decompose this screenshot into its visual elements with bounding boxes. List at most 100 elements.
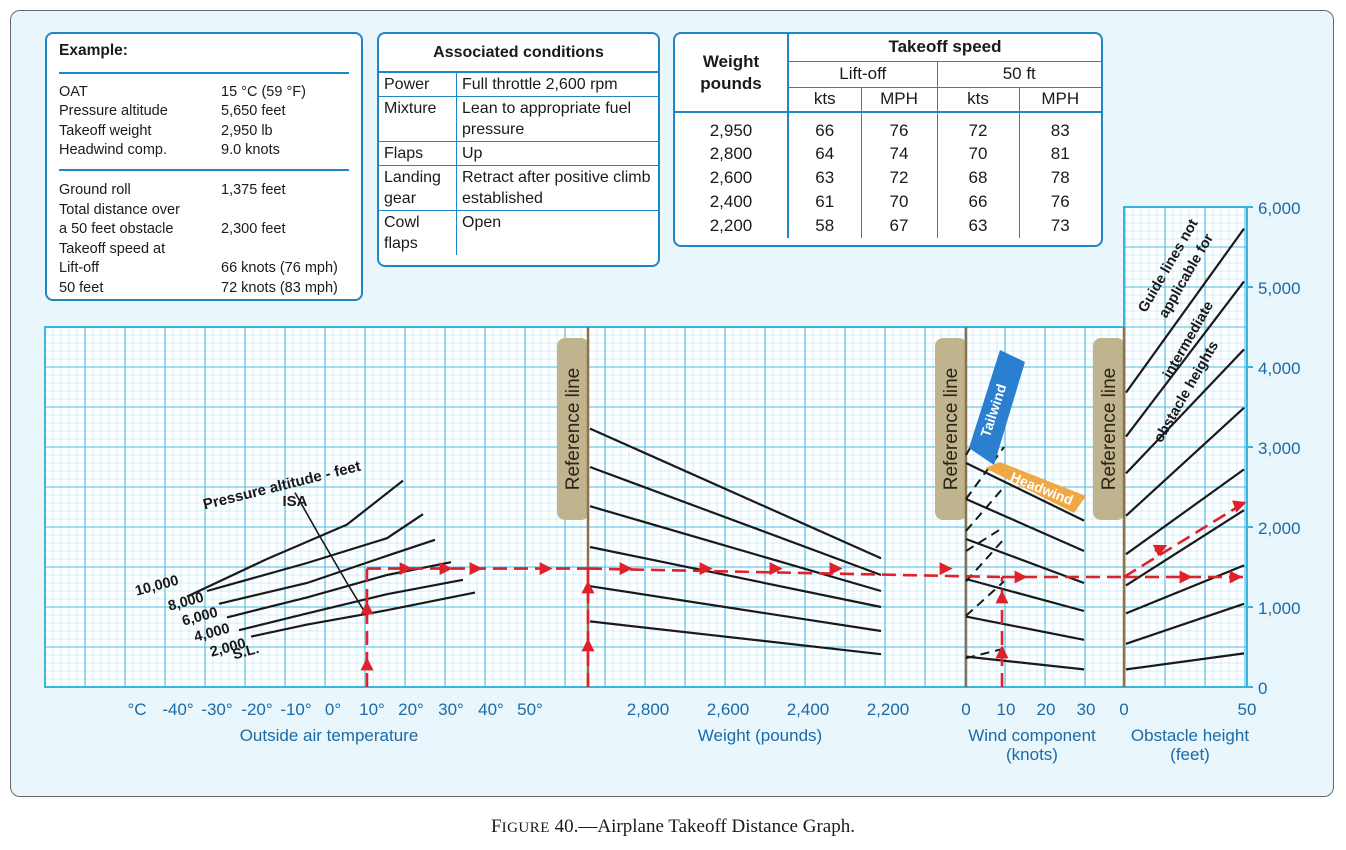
right-axis-tick-label: 1,000 [1258, 599, 1301, 618]
condition-value: Open [456, 210, 658, 255]
obstacle-guide-line [1125, 348, 1245, 475]
obstacle-guide-line [1125, 652, 1245, 671]
example-path-segment [1123, 501, 1245, 579]
temperature-tick-label: 10° [359, 700, 385, 719]
speed-cell: 58 [788, 214, 862, 238]
weight-cell: 2,200 [675, 214, 789, 238]
x-axis-title: Weight (pounds) [698, 726, 822, 745]
example-result-value: 72 knots (83 mph) [221, 280, 338, 296]
example-path-arrow [1152, 544, 1168, 557]
x-axis-title: Obstacle height [1131, 726, 1249, 745]
tailwind-guide-line [965, 538, 1005, 583]
speed-cell: 72 [861, 166, 938, 190]
obstacle-guide-line [1125, 602, 1245, 645]
example-input-value: 2,950 lb [221, 123, 273, 139]
temperature-tick-label: 40° [478, 700, 504, 719]
weight-tick-label: 2,800 [627, 700, 670, 719]
caption-small: IGURE [501, 820, 550, 836]
example-path-segment [587, 567, 1001, 579]
right-axis-tick-label: 6,000 [1258, 199, 1301, 218]
example-result-label: Ground roll [59, 182, 131, 198]
example-input-value: 9.0 knots [221, 142, 280, 158]
speed-cell: 74 [861, 142, 938, 166]
right-axis-tick-label: 2,000 [1258, 519, 1301, 538]
temperature-tick-label: 0° [325, 700, 341, 719]
speed-cell: 81 [1050, 144, 1070, 163]
temperature-tick-label: 30° [438, 700, 464, 719]
example-result-value: 66 knots (76 mph) [221, 260, 338, 276]
table-row: Cowl flaps Open [379, 210, 658, 255]
tailwind-guide-line [965, 446, 1005, 500]
pressure-altitude-curve [250, 591, 476, 638]
example-input-label: OAT [59, 84, 88, 100]
weight-tick-label: 2,400 [787, 700, 830, 719]
takeoff-distance-chart: Reference line Reference line Reference li… [44, 199, 1301, 764]
reference-tab [557, 338, 589, 520]
example-title: Example: [59, 42, 128, 59]
condition-value: Lean to appropriate fuel pressure [456, 96, 658, 142]
table-row: Flaps Up [379, 141, 658, 166]
condition-key: Landing gear [379, 165, 457, 211]
unit-header: MPH [1019, 87, 1101, 113]
weight-header: Weight pounds [675, 34, 789, 113]
example-result-label: Takeoff speed at [59, 241, 166, 257]
obstacle-guide-line [1125, 509, 1245, 587]
weight-cell: 2,950 [675, 112, 789, 142]
weight-guide-line [589, 585, 882, 633]
unit-header: kts [937, 87, 1020, 113]
tailwind-tag [969, 350, 1025, 465]
obstacle-guide-line [1125, 227, 1245, 394]
weight-cell: 2,400 [675, 190, 789, 214]
condition-key: Mixture [379, 96, 457, 142]
headwind-guide-line [965, 615, 1085, 641]
tailwind-guide-line [965, 486, 1005, 532]
temperature-tick-label: °C [127, 700, 146, 719]
table-row: 2,200 58 67 63 73 [675, 214, 1101, 238]
wind-tick-label: 30 [1077, 700, 1096, 719]
takeoff-speed-table: Weight pounds Takeoff speed Lift-off 50 … [675, 34, 1101, 238]
speed-cell: 61 [788, 190, 862, 214]
pressure-altitude-curve [206, 513, 424, 593]
tailwind-guide-line [965, 580, 1005, 617]
speed-cell: 66 [937, 190, 1020, 214]
condition-value: Up [456, 141, 658, 166]
temperature-tick-label: -20° [241, 700, 272, 719]
pressure-altitude-curve [186, 479, 404, 598]
speed-cell: 68 [937, 166, 1020, 190]
obstacle-tick-label: 0 [1119, 700, 1128, 719]
example-path-arrow [1232, 500, 1247, 513]
weight-cell: 2,600 [675, 166, 789, 190]
temperature-tick-label: 50° [517, 700, 543, 719]
reference-line-label: Reference line [563, 368, 584, 491]
unit-header: kts [788, 87, 862, 113]
right-axis-tick-label: 4,000 [1258, 359, 1301, 378]
example-result-label: 50 feet [59, 280, 104, 296]
table-row: kts MPH kts MPH [675, 87, 1101, 113]
headwind-guide-line [965, 537, 1085, 585]
conditions-table: Power Full throttle 2,600 rpm Mixture Le… [379, 73, 658, 255]
example-result-value: 2,300 feet [221, 221, 286, 237]
headwind-guide-line [965, 655, 1085, 671]
example-result-value: 1,375 feet [221, 182, 286, 198]
caption-rest: 40.—Airplane Takeoff Distance Graph. [549, 816, 855, 837]
weight-guide-line [589, 427, 882, 560]
isa-label: ISA [282, 493, 307, 510]
condition-key: Power [379, 73, 457, 97]
speed-cell: 64 [788, 142, 862, 166]
headwind-tag [985, 462, 1086, 513]
right-axis-tick-label: 0 [1258, 679, 1267, 698]
table-row: 2,400 61 70 66 76 [675, 190, 1101, 214]
weight-guide-line [589, 505, 882, 593]
speed-cell: 73 [1050, 216, 1070, 235]
tailwind-guide-line [965, 526, 1005, 552]
pressure-altitude-curve [218, 538, 436, 605]
example-box: Example: OAT 15 °C (59 °F) Pressure alti… [45, 32, 363, 301]
isa-curve [294, 492, 368, 617]
weight-guide-line [589, 465, 882, 577]
speed-cell: 76 [1050, 192, 1070, 211]
example-input-label: Pressure altitude [59, 103, 168, 119]
speed-cell: 72 [937, 112, 1020, 142]
weight-cell: 2,800 [675, 142, 789, 166]
speed-cell: 76 [861, 112, 938, 142]
right-axis-tick-label: 3,000 [1258, 439, 1301, 458]
